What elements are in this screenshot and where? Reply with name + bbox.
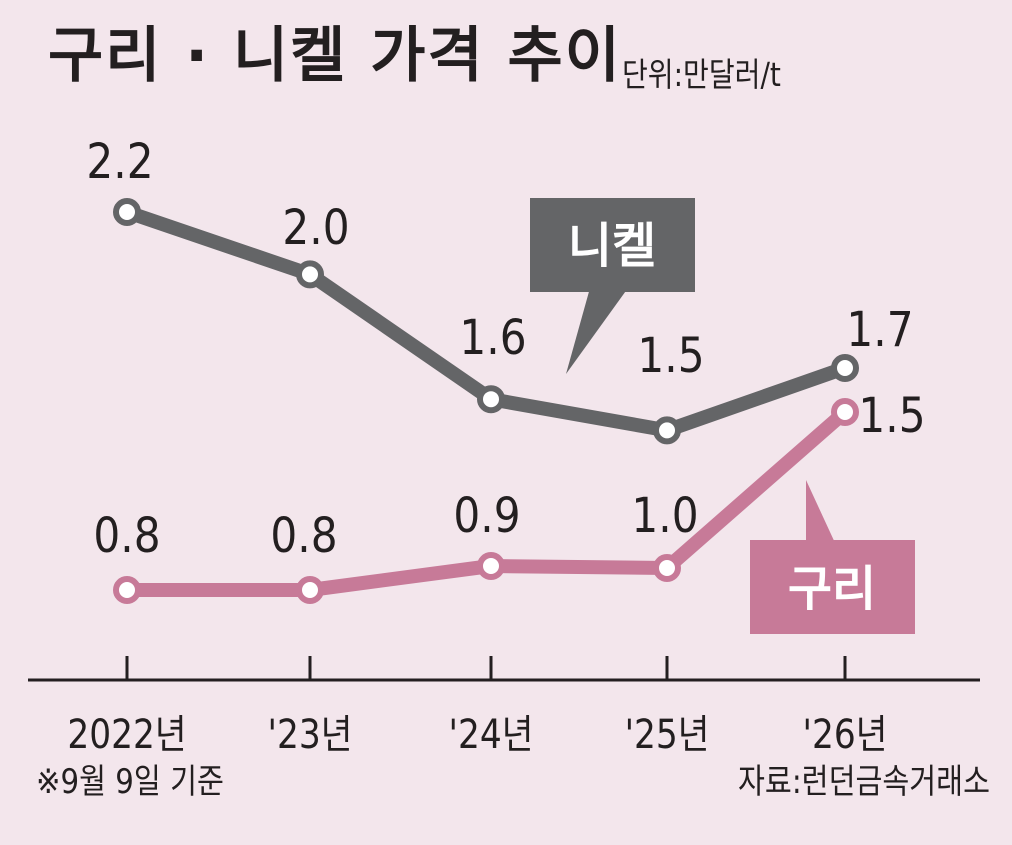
copper-data-label: 0.9 bbox=[453, 487, 520, 543]
x-tick-label: 2022년 bbox=[67, 710, 186, 757]
copper-point bbox=[653, 554, 681, 582]
nickel-callout-label: 니켈 bbox=[568, 218, 656, 274]
nickel-callout-pointer bbox=[566, 288, 628, 374]
date-note: ※9월 9일 기준 bbox=[36, 762, 224, 802]
x-tick-label: '26년 bbox=[803, 710, 888, 757]
copper-data-label: 0.8 bbox=[270, 507, 337, 563]
chart-title: 구리 · 니켈 가격 추이 bbox=[48, 21, 622, 91]
x-tick-label: '25년 bbox=[625, 710, 710, 757]
copper-point bbox=[477, 552, 505, 580]
nickel-data-label: 1.6 bbox=[459, 309, 526, 365]
copper-data-label: 0.8 bbox=[93, 507, 160, 563]
copper-point bbox=[113, 576, 141, 604]
copper-data-label: 1.5 bbox=[858, 387, 925, 443]
nickel-data-label: 2.0 bbox=[282, 199, 349, 255]
copper-point bbox=[296, 576, 324, 604]
nickel-point bbox=[477, 385, 505, 414]
copper-callout-pointer bbox=[806, 480, 836, 545]
copper-callout-box bbox=[750, 540, 915, 634]
nickel-data-label: 1.7 bbox=[846, 301, 913, 357]
x-tick-label: '23년 bbox=[268, 710, 353, 757]
nickel-callout-box bbox=[530, 198, 695, 292]
nickel-point bbox=[831, 354, 859, 382]
nickel-data-label: 2.2 bbox=[86, 133, 153, 189]
nickel-point bbox=[296, 260, 324, 289]
copper-data-label: 1.0 bbox=[631, 487, 698, 543]
nickel-data-label: 1.5 bbox=[637, 327, 704, 383]
unit-label: 단위:만달러/t bbox=[622, 55, 781, 94]
nickel-point bbox=[113, 198, 141, 226]
source-label: 자료:런던금속거래소 bbox=[738, 762, 990, 802]
x-tick-label: '24년 bbox=[449, 710, 534, 757]
copper-callout-label: 구리 bbox=[788, 561, 876, 617]
copper-point bbox=[831, 398, 859, 426]
nickel-point bbox=[653, 416, 681, 445]
